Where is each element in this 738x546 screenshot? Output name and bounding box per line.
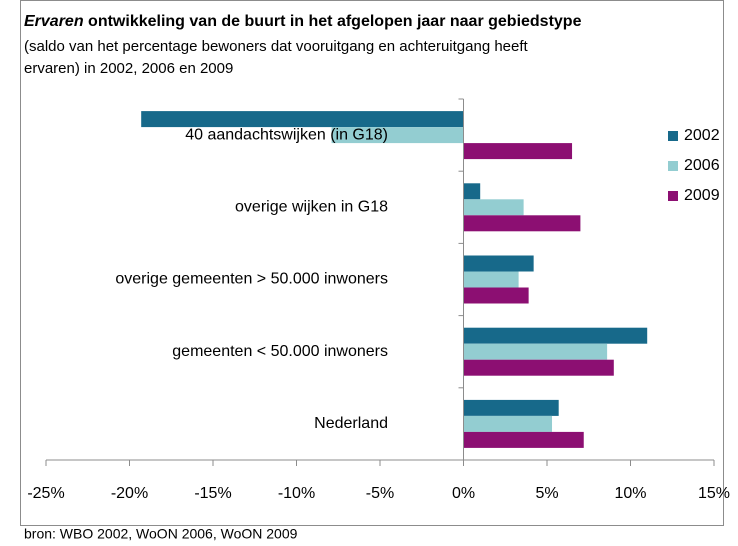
x-tick-label: -10% [278, 485, 315, 502]
x-tick-label: -20% [111, 485, 148, 502]
legend-label: 2009 [684, 187, 720, 204]
category-label: overige wijken in G18 [235, 199, 388, 216]
subtitle: (saldo van het percentage bewoners dat v… [24, 38, 529, 55]
x-tick-label: 10% [614, 485, 646, 502]
legend-swatch [668, 191, 678, 201]
x-tick-label: 5% [535, 485, 558, 502]
bar [463, 183, 481, 200]
bar [141, 111, 464, 128]
bar [463, 199, 524, 216]
chart-frame [20, 0, 724, 526]
legend-swatch [668, 161, 678, 171]
bar [463, 359, 614, 376]
x-tick-label: -5% [366, 485, 394, 502]
legend-label: 2006 [684, 157, 720, 174]
title-emphasis: Ervaren [24, 13, 84, 30]
x-tick-label: -25% [27, 485, 64, 502]
bar [463, 399, 559, 416]
bar [463, 215, 581, 232]
x-tick-label: 15% [698, 485, 730, 502]
chart-title: Ervaren ontwikkeling van de buurt in het… [24, 13, 582, 30]
category-label: Nederland [314, 415, 388, 432]
bar [463, 327, 648, 344]
category-label: 40 aandachtswijken (in G18) [185, 126, 388, 143]
category-label: overige gemeenten > 50.000 inwoners [115, 271, 388, 288]
bar [331, 127, 464, 144]
source: bron: WBO 2002, WoON 2006, WoON 2009 [24, 526, 298, 542]
legend-swatch [668, 131, 678, 141]
bar [463, 143, 573, 160]
x-tick-label: -15% [194, 485, 231, 502]
bar [463, 287, 529, 304]
bar [463, 431, 584, 448]
legend-label: 2002 [684, 127, 720, 144]
bar [463, 271, 519, 288]
bar [463, 255, 534, 272]
category-label: gemeenten < 50.000 inwoners [172, 343, 388, 360]
subtitle: ervaren) in 2002, 2006 en 2009 [24, 60, 233, 77]
x-tick-label: 0% [452, 485, 475, 502]
title-rest: ontwikkeling van de buurt in het afgelop… [88, 13, 582, 30]
bar [463, 343, 608, 360]
bar [463, 415, 553, 432]
